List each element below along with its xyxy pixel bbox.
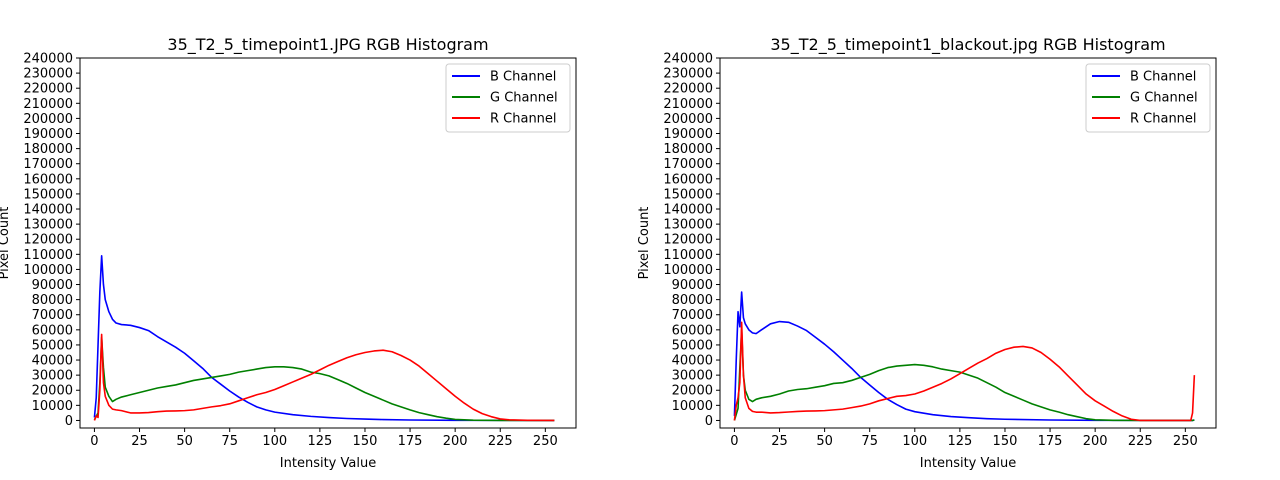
y-tick-label: 60000 xyxy=(32,323,73,338)
x-tick-label: 75 xyxy=(221,434,238,449)
y-tick-label: 230000 xyxy=(663,67,713,82)
y-axis-label: Pixel Count xyxy=(0,207,12,280)
y-tick-label: 0 xyxy=(65,414,73,429)
y-tick-label: 200000 xyxy=(23,112,73,127)
y-tick-label: 70000 xyxy=(32,308,73,323)
y-tick-label: 110000 xyxy=(23,248,73,263)
series-line-r-channel xyxy=(733,321,1196,422)
y-tick-label: 40000 xyxy=(672,354,713,369)
x-tick-label: 225 xyxy=(1128,434,1153,449)
x-tick-label: 175 xyxy=(1038,434,1063,449)
y-tick-label: 130000 xyxy=(663,218,713,233)
legend: B Channel G Channel R Channel xyxy=(445,63,571,133)
series-line-g-channel xyxy=(93,336,555,422)
y-tick-label: 160000 xyxy=(23,172,73,187)
y-tick-label: 220000 xyxy=(663,82,713,97)
x-tick-label: 0 xyxy=(730,434,738,449)
y-tick-label: 220000 xyxy=(23,82,73,97)
y-tick-label: 160000 xyxy=(663,172,713,187)
legend-label: G Channel xyxy=(1130,91,1198,106)
series-line-g-channel xyxy=(733,329,1195,422)
y-tick-label: 60000 xyxy=(672,323,713,338)
y-tick-label: 120000 xyxy=(23,233,73,248)
x-tick-label: 175 xyxy=(398,434,423,449)
y-tick-label: 170000 xyxy=(23,157,73,172)
x-tick-label: 100 xyxy=(902,434,927,449)
chart-panel-2: 35_T2_5_timepoint1_blackout.jpg RGB Hist… xyxy=(637,35,1217,471)
y-tick-label: 140000 xyxy=(23,203,73,218)
legend-box xyxy=(445,63,571,133)
y-tick-label: 120000 xyxy=(663,233,713,248)
x-tick-label: 250 xyxy=(1173,434,1198,449)
y-tick-label: 180000 xyxy=(23,142,73,157)
x-tick-label: 100 xyxy=(262,434,287,449)
x-tick-label: 200 xyxy=(443,434,468,449)
x-tick-label: 25 xyxy=(771,434,788,449)
y-tick-label: 200000 xyxy=(663,112,713,127)
x-tick-label: 250 xyxy=(533,434,558,449)
y-tick-label: 150000 xyxy=(663,187,713,202)
x-axis-label: Intensity Value xyxy=(920,456,1016,471)
y-tick-label: 40000 xyxy=(32,354,73,369)
axes-frame xyxy=(79,57,577,429)
x-tick-label: 75 xyxy=(861,434,878,449)
x-tick-label: 50 xyxy=(176,434,193,449)
x-tick-label: 125 xyxy=(307,434,332,449)
y-tick-label: 130000 xyxy=(23,218,73,233)
legend-label: B Channel xyxy=(1130,70,1196,85)
y-tick-label: 210000 xyxy=(663,97,713,112)
x-tick-label: 200 xyxy=(1083,434,1108,449)
axes-frame xyxy=(719,57,1217,429)
y-tick-label: 10000 xyxy=(32,399,73,414)
y-tick-label: 240000 xyxy=(23,52,73,67)
x-tick-label: 225 xyxy=(488,434,513,449)
chart-panel-1: 35_T2_5_timepoint1.JPG RGB Histogram 0 25 5… xyxy=(0,35,577,471)
legend-box xyxy=(1085,63,1211,133)
y-tick-label: 20000 xyxy=(672,384,713,399)
y-axis-label: Pixel Count xyxy=(637,207,652,280)
y-tick-label: 80000 xyxy=(672,293,713,308)
legend-label: B Channel xyxy=(490,70,556,85)
y-tick-label: 80000 xyxy=(32,293,73,308)
y-tick-label: 90000 xyxy=(672,278,713,293)
y-tick-label: 30000 xyxy=(32,369,73,384)
series-line-b-channel xyxy=(733,291,1195,422)
y-tick-label: 230000 xyxy=(23,67,73,82)
chart-title: 35_T2_5_timepoint1.JPG RGB Histogram xyxy=(167,35,488,55)
y-tick-label: 240000 xyxy=(663,52,713,67)
y-tick-label: 90000 xyxy=(32,278,73,293)
legend-label: G Channel xyxy=(490,91,558,106)
x-tick-label: 150 xyxy=(993,434,1018,449)
y-tick-label: 20000 xyxy=(32,384,73,399)
y-tick-label: 180000 xyxy=(663,142,713,157)
legend-label: R Channel xyxy=(1130,112,1197,127)
y-tick-label: 100000 xyxy=(23,263,73,278)
chart-title: 35_T2_5_timepoint1_blackout.jpg RGB Hist… xyxy=(770,35,1165,55)
y-tick-label: 190000 xyxy=(663,127,713,142)
y-tick-label: 50000 xyxy=(672,338,713,353)
y-tick-label: 10000 xyxy=(672,399,713,414)
y-tick-label: 30000 xyxy=(672,369,713,384)
x-tick-label: 150 xyxy=(353,434,378,449)
x-axis-label: Intensity Value xyxy=(280,456,376,471)
x-tick-label: 0 xyxy=(90,434,98,449)
y-tick-label: 170000 xyxy=(663,157,713,172)
y-tick-label: 70000 xyxy=(672,308,713,323)
y-tick-label: 140000 xyxy=(663,203,713,218)
y-tick-label: 210000 xyxy=(23,97,73,112)
x-tick-label: 25 xyxy=(131,434,148,449)
x-tick-label: 50 xyxy=(816,434,833,449)
y-tick-label: 100000 xyxy=(663,263,713,278)
legend-label: R Channel xyxy=(490,112,557,127)
y-tick-label: 110000 xyxy=(663,248,713,263)
y-tick-label: 0 xyxy=(705,414,713,429)
y-tick-label: 190000 xyxy=(23,127,73,142)
y-tick-label: 50000 xyxy=(32,338,73,353)
legend: B Channel G Channel R Channel xyxy=(1085,63,1211,133)
y-tick-label: 150000 xyxy=(23,187,73,202)
series-line-r-channel xyxy=(93,333,555,422)
series-line-b-channel xyxy=(93,255,555,422)
x-tick-label: 125 xyxy=(947,434,972,449)
